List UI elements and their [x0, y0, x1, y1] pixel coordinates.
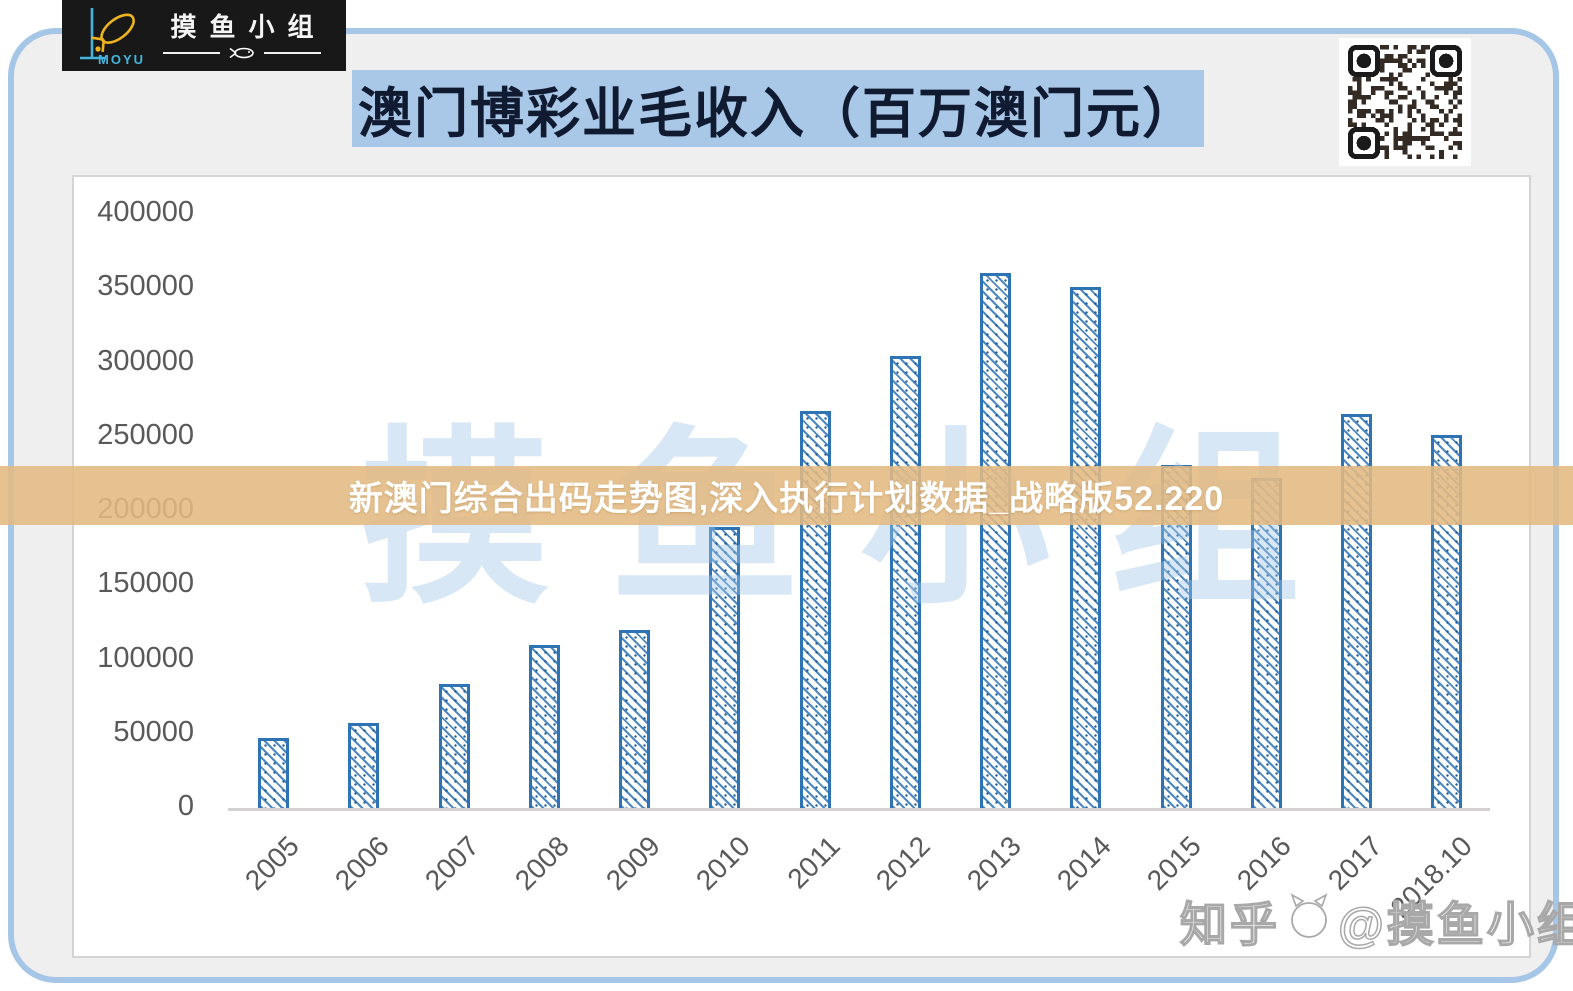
- bar-2007: [438, 684, 470, 808]
- y-axis-label: 300000: [97, 344, 194, 377]
- x-axis-label: 2017: [1321, 830, 1388, 896]
- bar-2012: [889, 356, 921, 808]
- moyu-group-name: 摸鱼小组: [170, 11, 327, 42]
- x-axis-label: 2007: [418, 830, 485, 896]
- overlay-banner: 新澳门综合出码走势图,深入执行计划数据_战略版52.220: [0, 466, 1573, 525]
- bar-2005: [258, 738, 289, 808]
- y-axis-label: 150000: [97, 567, 194, 600]
- x-axis-line: [228, 808, 1490, 811]
- y-axis-label: 50000: [113, 715, 194, 748]
- x-axis-label: 2012: [870, 830, 937, 896]
- x-axis-label: 2011: [781, 830, 846, 895]
- bar-2006: [348, 723, 380, 808]
- x-axis-label: 2010: [689, 830, 756, 896]
- x-axis-label: 2006: [328, 830, 395, 896]
- bar-2016: [1250, 478, 1282, 808]
- logo-divider: [163, 45, 321, 60]
- y-axis-label: 0: [177, 790, 194, 822]
- fish-hook-icon: MOYU: [72, 2, 148, 70]
- x-axis-label: 2005: [238, 830, 305, 896]
- page-title: 澳门博彩业毛收入（百万澳门元）: [358, 84, 1198, 144]
- bar-2013: [980, 273, 1011, 808]
- overlay-banner-text: 新澳门综合出码走势图,深入执行计划数据_战略版52.220: [348, 480, 1225, 518]
- bar-2009: [619, 630, 650, 808]
- moyu-brand-text: MOYU: [98, 51, 145, 67]
- qr-code: [1339, 38, 1471, 166]
- chart-container: 0500001000001500002000002500003000003500…: [72, 175, 1531, 958]
- moyu-logo: MOYU 摸鱼小组: [62, 0, 346, 71]
- y-axis-label: 100000: [97, 641, 194, 674]
- y-axis-label: 350000: [97, 270, 194, 303]
- x-axis-label: 2013: [960, 830, 1027, 896]
- y-axis-label: 250000: [97, 418, 194, 451]
- title-banner: 澳门博彩业毛收入（百万澳门元）: [352, 70, 1204, 147]
- x-axis-label: 2018.10: [1384, 830, 1478, 924]
- x-axis-label: 2014: [1050, 830, 1117, 896]
- y-axis-label: 400000: [97, 196, 194, 228]
- x-axis-label: 2016: [1231, 830, 1298, 896]
- logo-fish-icon: [220, 45, 264, 60]
- bar-2010: [709, 527, 741, 808]
- x-axis-label: 2015: [1140, 830, 1207, 896]
- bar-2008: [528, 645, 560, 808]
- bar-2014: [1070, 287, 1102, 808]
- x-axis-label: 2009: [599, 830, 666, 896]
- x-axis-label: 2008: [509, 830, 576, 896]
